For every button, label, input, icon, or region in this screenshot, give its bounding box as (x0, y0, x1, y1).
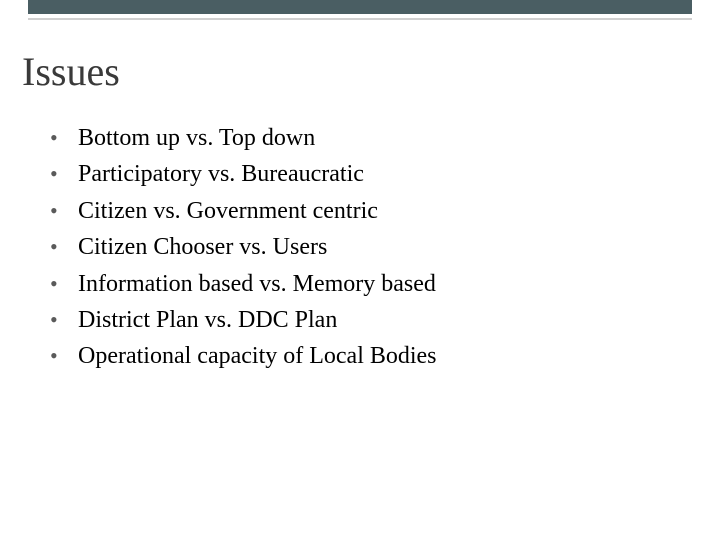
bullet-text: Operational capacity of Local Bodies (78, 340, 437, 372)
bullet-icon: • (50, 271, 78, 297)
bullet-text: Information based vs. Memory based (78, 268, 436, 300)
list-item: • Citizen Chooser vs. Users (50, 231, 437, 263)
header-bar-accent (440, 14, 620, 20)
bullet-text: Citizen Chooser vs. Users (78, 231, 327, 263)
bullet-list: • Bottom up vs. Top down • Participatory… (50, 122, 437, 377)
bullet-icon: • (50, 161, 78, 187)
bullet-icon: • (50, 234, 78, 260)
list-item: • Participatory vs. Bureaucratic (50, 158, 437, 190)
list-item: • Information based vs. Memory based (50, 268, 437, 300)
list-item: • Citizen vs. Government centric (50, 195, 437, 227)
slide-title: Issues (22, 48, 120, 95)
bullet-text: Participatory vs. Bureaucratic (78, 158, 364, 190)
list-item: • Operational capacity of Local Bodies (50, 340, 437, 372)
bullet-text: Bottom up vs. Top down (78, 122, 315, 154)
list-item: • Bottom up vs. Top down (50, 122, 437, 154)
list-item: • District Plan vs. DDC Plan (50, 304, 437, 336)
header-bar-dark (28, 0, 692, 14)
bullet-text: District Plan vs. DDC Plan (78, 304, 337, 336)
bullet-icon: • (50, 125, 78, 151)
bullet-icon: • (50, 343, 78, 369)
bullet-text: Citizen vs. Government centric (78, 195, 378, 227)
bullet-icon: • (50, 307, 78, 333)
bullet-icon: • (50, 198, 78, 224)
